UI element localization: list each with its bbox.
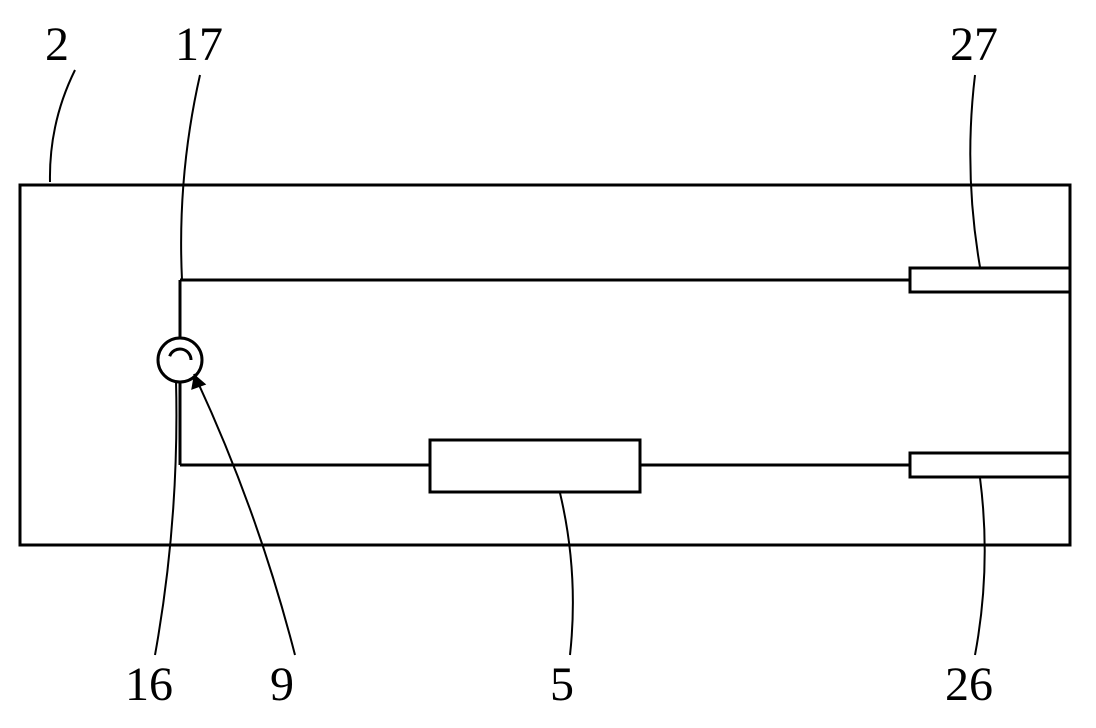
label-2: 2: [45, 18, 69, 71]
component-5: [430, 440, 640, 492]
component-26: [910, 453, 1070, 477]
component-27: [910, 268, 1070, 292]
label-27: 27: [950, 18, 998, 71]
label-26: 26: [945, 658, 993, 711]
label-17: 17: [175, 18, 223, 71]
label-16: 16: [125, 658, 173, 711]
label-9: 9: [270, 658, 294, 711]
label-5: 5: [550, 658, 574, 711]
